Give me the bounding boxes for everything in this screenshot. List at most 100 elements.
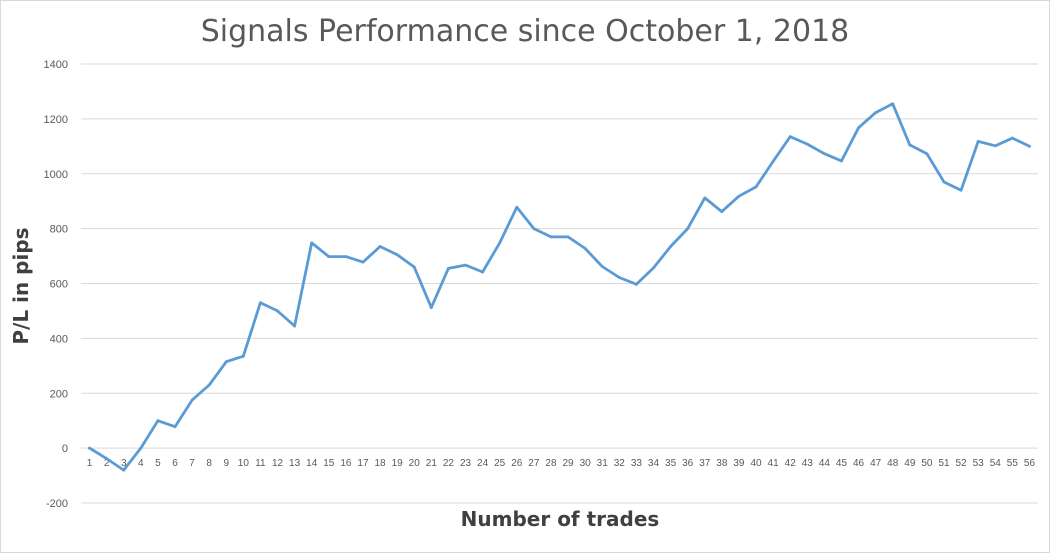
data-point bbox=[378, 245, 382, 248]
x-tick-label: 24 bbox=[477, 458, 489, 469]
x-tick-label: 51 bbox=[938, 458, 950, 469]
x-tick-label: 25 bbox=[494, 458, 506, 469]
data-point bbox=[122, 468, 126, 472]
y-tick-label: 0 bbox=[62, 443, 68, 455]
x-tick-label: 44 bbox=[819, 458, 831, 469]
x-tick-label: 1 bbox=[87, 458, 93, 469]
y-tick-label: 1400 bbox=[44, 59, 68, 71]
data-point bbox=[652, 266, 655, 270]
data-point bbox=[925, 152, 929, 156]
x-tick-label: 30 bbox=[580, 458, 592, 469]
y-tick-label: 400 bbox=[50, 333, 68, 345]
data-point bbox=[1028, 144, 1031, 148]
y-tick-label: 1000 bbox=[44, 169, 68, 181]
x-tick-label: 18 bbox=[375, 458, 387, 469]
x-tick-label: 36 bbox=[682, 458, 694, 469]
x-tick-label: 2 bbox=[104, 458, 110, 469]
x-tick-label: 48 bbox=[887, 458, 899, 469]
data-point bbox=[840, 159, 843, 163]
data-point bbox=[976, 139, 980, 143]
x-tick-label: 8 bbox=[206, 458, 212, 469]
data-point bbox=[857, 126, 860, 130]
y-tick-label: 800 bbox=[50, 224, 68, 236]
x-tick-label: 5 bbox=[155, 458, 161, 469]
x-tick-label: 26 bbox=[511, 458, 523, 469]
data-point bbox=[737, 194, 741, 198]
x-tick-label: 35 bbox=[665, 458, 677, 469]
x-tick-label: 22 bbox=[443, 458, 455, 469]
data-point bbox=[156, 419, 160, 423]
data-point bbox=[874, 111, 878, 114]
data-point bbox=[361, 260, 365, 264]
x-tick-label: 37 bbox=[699, 458, 711, 469]
data-point bbox=[600, 265, 604, 268]
x-tick-label: 17 bbox=[357, 458, 369, 469]
data-point bbox=[105, 457, 109, 460]
x-tick-label: 55 bbox=[1007, 458, 1019, 469]
x-tick-label: 32 bbox=[614, 458, 626, 469]
x-tick-label: 46 bbox=[853, 458, 865, 469]
data-point bbox=[224, 360, 228, 364]
data-point bbox=[173, 425, 177, 429]
data-point bbox=[88, 446, 91, 450]
data-point bbox=[532, 227, 536, 231]
x-tick-label: 16 bbox=[340, 458, 352, 469]
x-tick-label: 27 bbox=[528, 458, 540, 469]
data-point bbox=[241, 354, 245, 358]
data-point bbox=[771, 160, 775, 163]
x-tick-label: 14 bbox=[306, 458, 318, 469]
data-point bbox=[891, 102, 895, 106]
data-point bbox=[1010, 136, 1014, 140]
data-point bbox=[805, 142, 809, 146]
data-point bbox=[259, 301, 262, 305]
x-tick-label: 6 bbox=[172, 458, 178, 469]
data-point bbox=[498, 241, 502, 245]
data-point bbox=[566, 235, 570, 239]
data-point bbox=[583, 246, 587, 250]
x-tick-label: 43 bbox=[802, 458, 814, 469]
data-point bbox=[942, 180, 946, 184]
x-tick-label: 49 bbox=[904, 458, 916, 469]
x-axis-title: Number of trades bbox=[460, 507, 660, 531]
data-point bbox=[549, 235, 553, 239]
data-point bbox=[276, 309, 279, 313]
x-tick-label: 3 bbox=[121, 458, 127, 469]
data-point bbox=[310, 241, 314, 245]
x-tick-label: 40 bbox=[750, 458, 762, 469]
data-point bbox=[327, 255, 331, 259]
x-tick-label: 45 bbox=[836, 458, 848, 469]
data-point bbox=[993, 144, 997, 148]
x-tick-label: 54 bbox=[990, 458, 1002, 469]
y-tick-label: 200 bbox=[50, 388, 68, 400]
x-tick-label: 42 bbox=[785, 458, 797, 469]
x-tick-label: 38 bbox=[716, 458, 728, 469]
x-tick-label: 23 bbox=[460, 458, 472, 469]
x-tick-label: 12 bbox=[272, 458, 284, 469]
data-point bbox=[754, 185, 758, 189]
data-point bbox=[959, 188, 963, 192]
data-point bbox=[293, 324, 297, 328]
data-point bbox=[447, 267, 450, 270]
data-point bbox=[686, 227, 690, 231]
data-point bbox=[617, 276, 621, 279]
data-point bbox=[720, 210, 724, 214]
data-point bbox=[822, 152, 826, 156]
data-point bbox=[395, 253, 399, 257]
data-point bbox=[464, 263, 467, 267]
x-tick-label: 50 bbox=[921, 458, 933, 469]
x-tick-label: 47 bbox=[870, 458, 882, 469]
x-tick-label: 31 bbox=[597, 458, 609, 469]
series-line bbox=[88, 102, 1031, 472]
data-point bbox=[669, 245, 672, 248]
y-tick-label: 600 bbox=[50, 279, 68, 291]
x-tick-label: 28 bbox=[545, 458, 557, 469]
x-tick-label: 34 bbox=[648, 458, 660, 469]
data-point bbox=[515, 205, 519, 209]
data-point bbox=[207, 383, 211, 387]
x-tick-label: 9 bbox=[223, 458, 229, 469]
data-point bbox=[635, 282, 638, 286]
x-tick-label: 29 bbox=[562, 458, 574, 469]
x-tick-label: 20 bbox=[409, 458, 421, 469]
